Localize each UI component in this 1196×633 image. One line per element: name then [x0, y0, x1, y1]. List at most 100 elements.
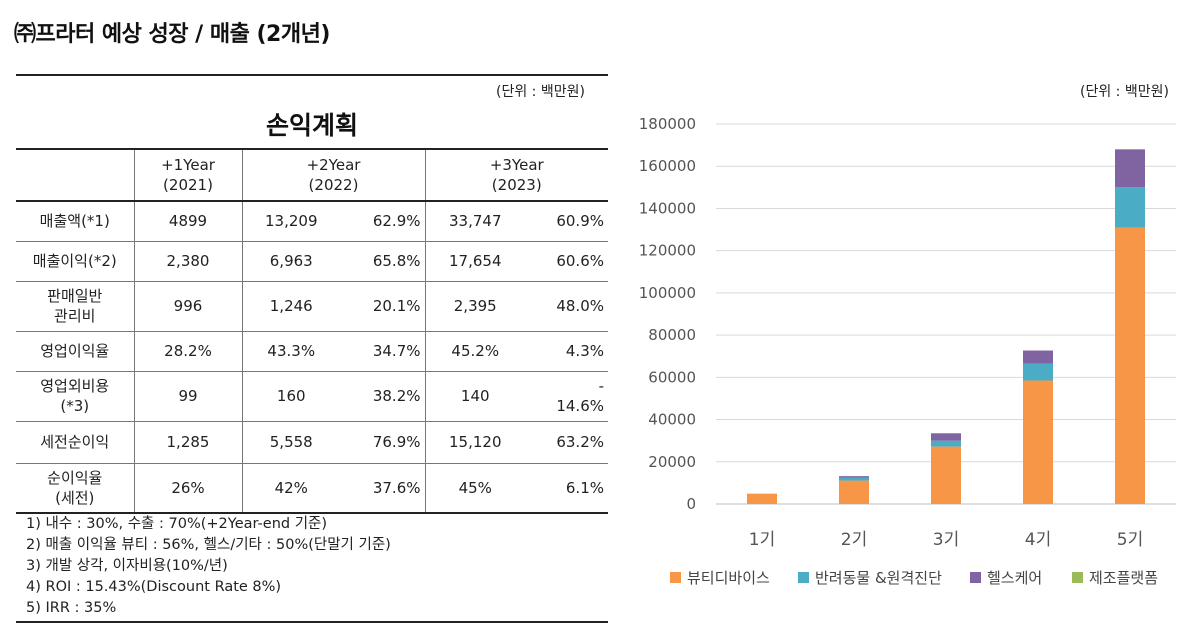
table-title: 손익계획 — [265, 111, 358, 140]
bar-segment — [931, 446, 961, 504]
year2-growth-cell: 34.7% — [340, 330, 426, 372]
year2-growth-cell: 37.6% — [340, 462, 426, 514]
bar-segment — [931, 440, 961, 447]
bar-segment — [1115, 149, 1145, 188]
chart-unit-label: (단위 : 백만원) — [1080, 84, 1169, 100]
table-row: 영업이익율 28.2% 43.3% 34.7% 45.2% 4.3% — [16, 330, 608, 372]
table-notes: 1) 내수 : 30%, 수출 : 70%(+2Year-end 기준) 2) … — [26, 514, 391, 619]
year2-value-cell: 13,209 — [241, 200, 340, 242]
row-label-cell: 순이익율 (세전) — [16, 462, 135, 514]
row-label-cell: 세전순이익 — [16, 420, 135, 464]
year2-growth-cell: 76.9% — [340, 420, 426, 464]
year2-value-cell: 42% — [241, 462, 340, 514]
y-tick-label: 0 — [686, 495, 696, 513]
year2-growth-cell: 65.8% — [340, 240, 426, 282]
note-item: 3) 개발 상각, 이자비용(10%/년) — [26, 558, 228, 574]
stacked-bar-chart: 0 20000 40000 60000 80000 100000 120000 140000 1… — [639, 115, 1176, 587]
table-header-row: +1Year (2021) +2Year (2022) +3Year (2023) — [16, 148, 608, 202]
x-tick-label: 2기 — [841, 530, 867, 550]
bar-segment — [1023, 363, 1053, 381]
year2-value-cell: 160 — [241, 370, 340, 422]
page-title: ㈜프라터 예상 성장 / 매출 (2개년) — [14, 22, 330, 47]
year3-value-cell: 15,120 — [424, 420, 525, 464]
year2-growth-cell: 62.9% — [340, 200, 426, 242]
year3-value-cell: 33,747 — [424, 200, 525, 242]
table-row: 매출액(*1) 4899 13,209 62.9% 33,747 60.9% — [16, 200, 608, 242]
header-year3-line1: +3Year — [489, 156, 544, 174]
year3-growth-cell: 48.0% — [525, 280, 608, 332]
legend-swatch — [670, 572, 681, 583]
year2-value-cell: 5,558 — [241, 420, 340, 464]
row-label-cell: 판매일반 관리비 — [16, 280, 135, 332]
note-item: 2) 매출 이익율 뷰티 : 56%, 헬스/기타 : 50%(단말기 기준) — [26, 537, 391, 553]
note-item: 1) 내수 : 30%, 수출 : 70%(+2Year-end 기준) — [26, 516, 328, 532]
header-year1: +1Year (2021) — [133, 148, 243, 202]
row-label-cell: 매출액(*1) — [16, 200, 135, 242]
year1-value-cell: 1,285 — [133, 420, 243, 464]
year2-value-cell: 43.3% — [241, 330, 340, 372]
y-tick-label: 80000 — [648, 326, 696, 344]
year3-growth-cell: 63.2% — [525, 420, 608, 464]
year3-value-cell: 140 — [424, 370, 525, 422]
year3-value-cell: 17,654 — [424, 240, 525, 282]
year3-growth-cell: 4.3% — [525, 330, 608, 372]
y-tick-label: 120000 — [639, 242, 696, 260]
legend-swatch — [1072, 572, 1083, 583]
year2-value-cell: 1,246 — [241, 280, 340, 332]
x-tick-label: 5기 — [1117, 530, 1143, 550]
year1-value-cell: 4899 — [133, 200, 243, 242]
table-row: 매출이익(*2) 2,380 6,963 65.8% 17,654 60.6% — [16, 240, 608, 282]
year3-value-cell: 45.2% — [424, 330, 525, 372]
header-year1-line1: +1Year — [161, 156, 215, 174]
header-empty — [16, 148, 135, 202]
y-tick-label: 60000 — [648, 368, 696, 386]
legend-label: 뷰티디바이스 — [687, 569, 770, 587]
table-row: 판매일반 관리비 996 1,246 20.1% 2,395 48.0% — [16, 280, 608, 332]
y-tick-label: 100000 — [639, 284, 696, 302]
year2-value-cell: 6,963 — [241, 240, 340, 282]
year1-value-cell: 99 — [133, 370, 243, 422]
year1-value-cell: 26% — [133, 462, 243, 514]
year2-growth-cell: 38.2% — [340, 370, 426, 422]
bar-segment — [1115, 187, 1145, 228]
header-year2-line1: +2Year — [306, 156, 361, 174]
x-tick-label: 4기 — [1025, 530, 1051, 550]
bar-segment — [747, 493, 777, 504]
year1-value-cell: 2,380 — [133, 240, 243, 282]
income-plan-table: +1Year (2021) +2Year (2022) +3Year (2023) 매… — [16, 148, 608, 514]
legend-swatch — [798, 572, 809, 583]
year3-growth-cell: 60.9% — [525, 200, 608, 242]
row-label-cell: 영업외비용 (*3) — [16, 370, 135, 422]
header-year2-line2: (2022) — [308, 176, 359, 194]
legend-swatch — [970, 572, 981, 583]
header-year3-line2: (2023) — [491, 176, 542, 194]
header-year1-line2: (2021) — [163, 176, 213, 194]
year1-value-cell: 28.2% — [133, 330, 243, 372]
year2-growth-cell: 20.1% — [340, 280, 426, 332]
legend-label: 헬스케어 — [987, 569, 1042, 587]
bar-segment — [839, 480, 869, 504]
bottom-divider — [16, 621, 608, 623]
y-tick-label: 160000 — [639, 157, 696, 175]
year3-growth-cell: 6.1% — [525, 462, 608, 514]
y-tick-label: 20000 — [648, 453, 696, 471]
legend-label: 반려동물 &원격진단 — [815, 569, 942, 587]
y-tick-label: 40000 — [648, 411, 696, 429]
year1-value-cell: 996 — [133, 280, 243, 332]
bar-segment — [931, 433, 961, 441]
row-label-cell: 영업이익율 — [16, 330, 135, 372]
bar-segment — [1115, 227, 1145, 504]
row-label-cell: 매출이익(*2) — [16, 240, 135, 282]
year3-growth-cell: -14.6% — [525, 370, 608, 422]
table-row: 순이익율 (세전) 26% 42% 37.6% 45% 6.1% — [16, 462, 608, 514]
x-tick-label: 1기 — [749, 530, 775, 550]
y-tick-label: 180000 — [639, 115, 696, 133]
table-unit-label: (단위 : 백만원) — [496, 84, 585, 100]
note-item: 4) ROI : 15.43%(Discount Rate 8%) — [26, 579, 282, 595]
year3-value-cell: 45% — [424, 462, 525, 514]
bar-segment — [1023, 350, 1053, 364]
legend-label: 제조플랫폼 — [1089, 569, 1158, 587]
top-divider — [16, 74, 608, 76]
header-year2: +2Year (2022) — [241, 148, 426, 202]
year3-growth-cell: 60.6% — [525, 240, 608, 282]
